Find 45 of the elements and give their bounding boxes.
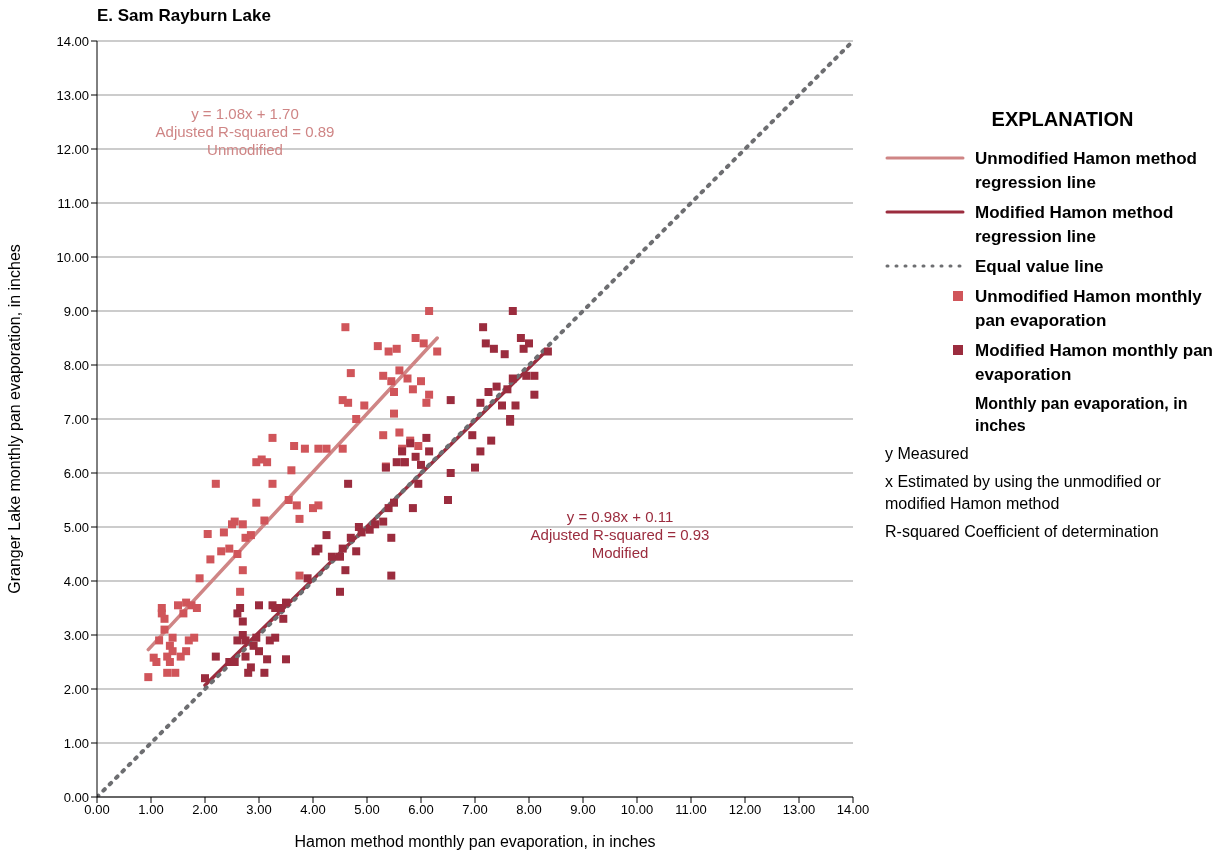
x-tick-label: 1.00 — [138, 802, 164, 818]
legend-label: Modified Hamon monthly pan evaporation — [975, 340, 1214, 386]
chart-title: E. Sam Rayburn Lake — [97, 6, 271, 26]
legend-label: Equal value line — [975, 256, 1104, 278]
y-tick-label: 14.00 — [56, 33, 89, 49]
legend-label: Unmodified Hamon monthly pan evaporation — [975, 286, 1203, 332]
y-tick-label: 10.00 — [56, 249, 89, 265]
x-tick-label: 7.00 — [462, 802, 488, 818]
x-tick-label: 6.00 — [408, 802, 434, 818]
text: y Measured — [885, 444, 970, 464]
y-tick-label: 1.00 — [63, 735, 89, 751]
text: x Estimated by using the unmodified or modified Hamon method — [885, 472, 1162, 514]
y-tick-label: 6.00 — [63, 465, 89, 481]
y-tick-label: 9.00 — [63, 303, 89, 319]
y-tick-label: 7.00 — [63, 411, 89, 427]
y-tick-label: 0.00 — [63, 789, 89, 805]
x-tick-label: 10.00 — [620, 802, 654, 818]
legend-label: Modified Hamon method regression line — [975, 202, 1175, 248]
y-tick-label: 4.00 — [63, 573, 89, 589]
y-tick-label: 13.00 — [56, 87, 89, 103]
annotation: y = 0.98x + 0.11 Adjusted R-squared = 0.93 Modified — [529, 508, 711, 562]
legend-label: Unmodified Hamon method regression line — [975, 148, 1198, 194]
x-tick-label: 4.00 — [300, 802, 326, 818]
x-tick-label: 9.00 — [570, 802, 596, 818]
x-tick-label: 12.00 — [728, 802, 762, 818]
y-tick-label: 8.00 — [63, 357, 89, 373]
annotation: y = 1.08x + 1.70 Adjusted R-squared = 0.89 Unmodified — [154, 105, 336, 159]
x-tick-label: 13.00 — [782, 802, 816, 818]
x-tick-label: 0.00 — [84, 802, 110, 818]
text: Monthly pan evaporation, in inches — [974, 394, 1189, 436]
x-tick-label: 5.00 — [354, 802, 380, 818]
legend-title: EXPLANATION — [990, 108, 1135, 131]
text: R-squared Coefficient of determination — [885, 522, 1160, 542]
y-axis-title: Granger Lake monthly pan evaporation, in inches — [5, 244, 23, 594]
y-tick-label: 12.00 — [56, 141, 89, 157]
y-tick-label: 5.00 — [63, 519, 89, 535]
x-tick-label: 14.00 — [836, 802, 870, 818]
x-axis-title: Hamon method monthly pan evaporation, in inches — [294, 833, 656, 850]
y-tick-label: 3.00 — [63, 627, 89, 643]
x-tick-label: 8.00 — [516, 802, 542, 818]
y-tick-label: 11.00 — [57, 195, 89, 211]
y-tick-label: 2.00 — [63, 681, 89, 697]
x-tick-label: 3.00 — [246, 802, 272, 818]
x-tick-label: 11.00 — [675, 802, 707, 818]
x-tick-label: 2.00 — [192, 802, 218, 818]
